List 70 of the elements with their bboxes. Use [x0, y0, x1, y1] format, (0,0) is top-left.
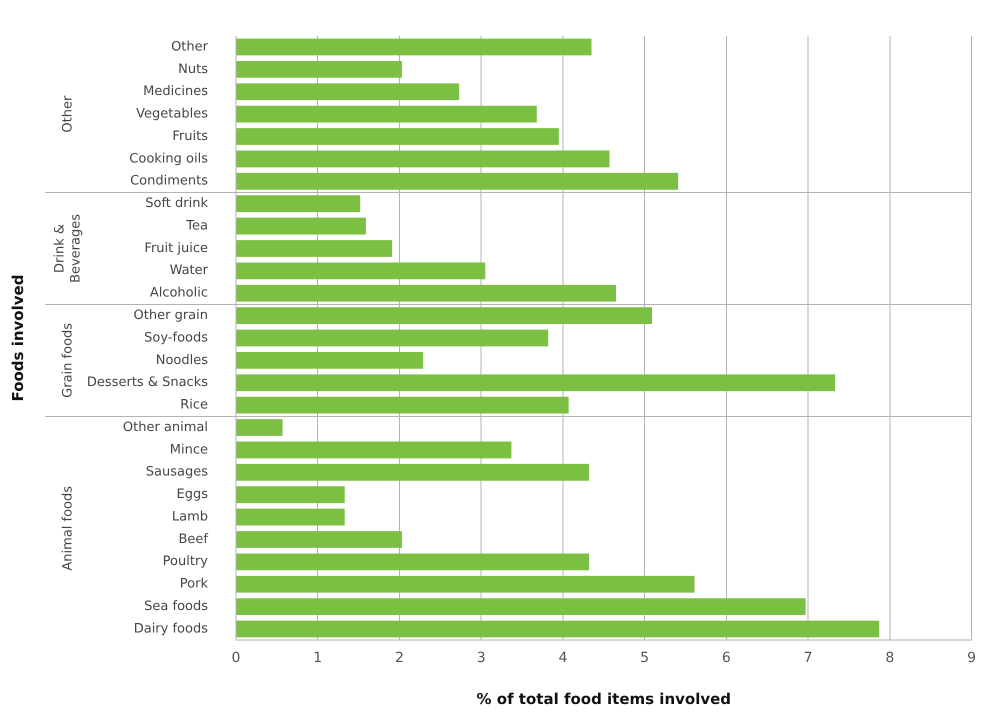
y-tick-label: Fruit juice [144, 240, 208, 256]
y-tick-label: Sausages [146, 464, 208, 480]
bar [236, 60, 402, 78]
x-tick-label: 0 [232, 650, 240, 666]
y-tick-label: Pork [180, 576, 208, 592]
bar [236, 240, 392, 257]
bar [236, 106, 537, 123]
bar [236, 374, 836, 392]
bar [236, 576, 694, 593]
y-tick-label: Soft drink [145, 196, 208, 212]
bar [236, 38, 592, 56]
bar [236, 150, 610, 168]
x-tick-label: 8 [885, 650, 894, 666]
y-tick-label: Water [170, 263, 209, 278]
y-tick-label: Noodles [156, 352, 208, 368]
y-tick-label: Nuts [178, 62, 208, 77]
bar [236, 195, 360, 212]
y-tick-label: Poultry [162, 554, 208, 570]
bar [236, 598, 806, 616]
bar [236, 218, 366, 234]
bar [236, 307, 652, 324]
y-tick-label: Mince [170, 442, 208, 458]
bar [236, 396, 569, 414]
bar [236, 262, 486, 280]
bar [236, 352, 424, 369]
y-tick-label: Beef [178, 532, 208, 547]
x-tick-label: 9 [967, 650, 976, 666]
y-tick-label: Dairy foods [134, 621, 208, 636]
bar [236, 172, 678, 190]
bar [236, 464, 590, 481]
y-tick-label: Fruits [172, 128, 208, 144]
y-tick-label: Sea foods [144, 598, 208, 614]
y-tick-label: Lamb [172, 509, 208, 524]
x-tick-label: 7 [804, 650, 813, 666]
x-tick-label: 2 [394, 650, 404, 666]
bar [236, 508, 345, 526]
bar [236, 330, 548, 346]
y-tick-label: Eggs [176, 487, 208, 502]
y-axis-title: Foods involved [8, 274, 27, 402]
bar [236, 128, 559, 145]
bar [236, 553, 590, 570]
text: Drink & Beverages [52, 214, 84, 283]
text: Grain foods [60, 322, 76, 398]
bar [236, 486, 345, 504]
y-tick-label: Medicines [143, 84, 208, 100]
x-axis-title: % of total food items involved [476, 690, 732, 708]
y-tick-label: Other [171, 39, 209, 54]
bar [236, 531, 402, 548]
x-tick-label: 6 [722, 650, 731, 666]
y-tick-label: Condiments [130, 174, 208, 189]
x-tick-label: 3 [476, 650, 486, 666]
x-tick-label: 4 [558, 650, 568, 666]
y-tick-label: Alcoholic [150, 286, 208, 301]
y-tick-label: Other animal [122, 420, 208, 435]
bar [236, 442, 512, 458]
text: Animal foods [60, 486, 76, 571]
y-tick-label: Cooking oils [129, 151, 208, 166]
bar [236, 620, 880, 638]
bar [236, 419, 283, 436]
y-tick-label: Other grain [134, 308, 208, 323]
y-tick-label: Rice [180, 398, 208, 413]
y-tick-label: Tea [185, 218, 208, 234]
y-tick-label: Desserts & Snacks [86, 375, 208, 390]
y-tick-label: Vegetables [136, 106, 208, 122]
bar [236, 83, 460, 100]
y-tick-label: Soy-foods [144, 330, 208, 346]
x-tick-label: 5 [640, 650, 650, 666]
text: Other [60, 95, 76, 133]
bar [236, 284, 616, 302]
x-tick-label: 1 [313, 650, 322, 666]
